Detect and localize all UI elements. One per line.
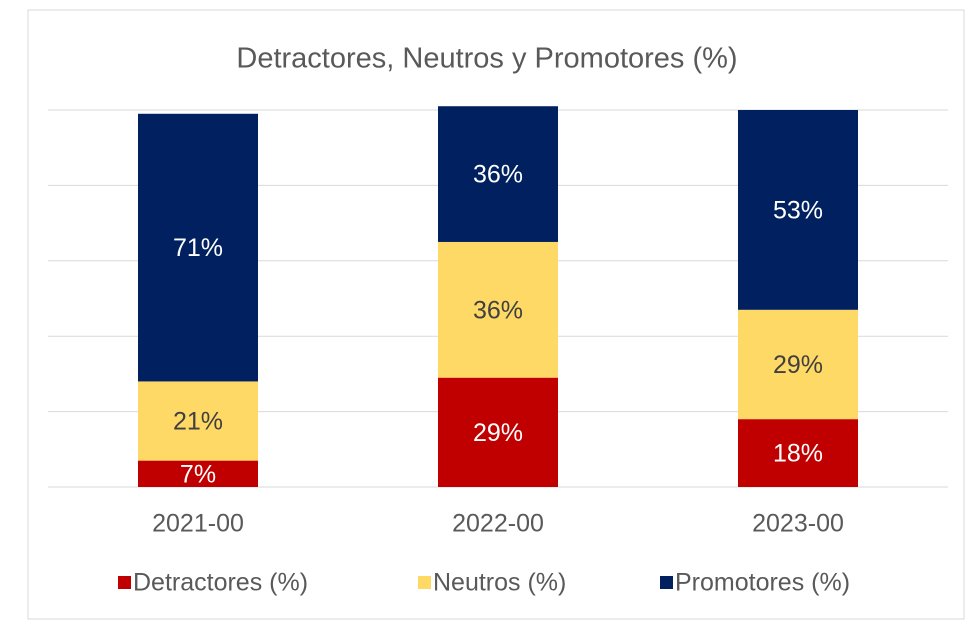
bar-segment (738, 110, 858, 310)
data-label: 29% (773, 351, 823, 379)
x-tick-label: 2023-00 (752, 510, 844, 538)
data-label: 18% (773, 440, 823, 468)
legend-swatch (660, 576, 673, 589)
legend-label: Neutros (%) (433, 569, 566, 597)
data-label: 21% (173, 408, 223, 436)
bar-segment (738, 309, 858, 420)
x-tick-label: 2022-00 (452, 510, 544, 538)
bar-segment (438, 241, 558, 378)
legend-label: Detractores (%) (133, 569, 308, 597)
legend-label: Promotores (%) (675, 569, 850, 597)
data-label: 53% (773, 197, 823, 225)
bar-segment (738, 419, 858, 487)
x-tick-label: 2021-00 (152, 510, 244, 538)
data-label: 36% (473, 161, 523, 189)
chart-title: Detractores, Neutros y Promotores (%) (236, 43, 737, 75)
legend-swatch (418, 576, 431, 589)
data-label: 29% (473, 419, 523, 447)
bar-segment (438, 377, 558, 487)
data-label: 7% (180, 460, 216, 488)
legend-swatch (118, 576, 131, 589)
data-label: 71% (173, 234, 223, 262)
data-label: 36% (473, 296, 523, 324)
bar-segment (138, 113, 258, 382)
bar-segment (438, 106, 558, 242)
bar-segment (138, 460, 258, 487)
bar-segment (138, 381, 258, 461)
